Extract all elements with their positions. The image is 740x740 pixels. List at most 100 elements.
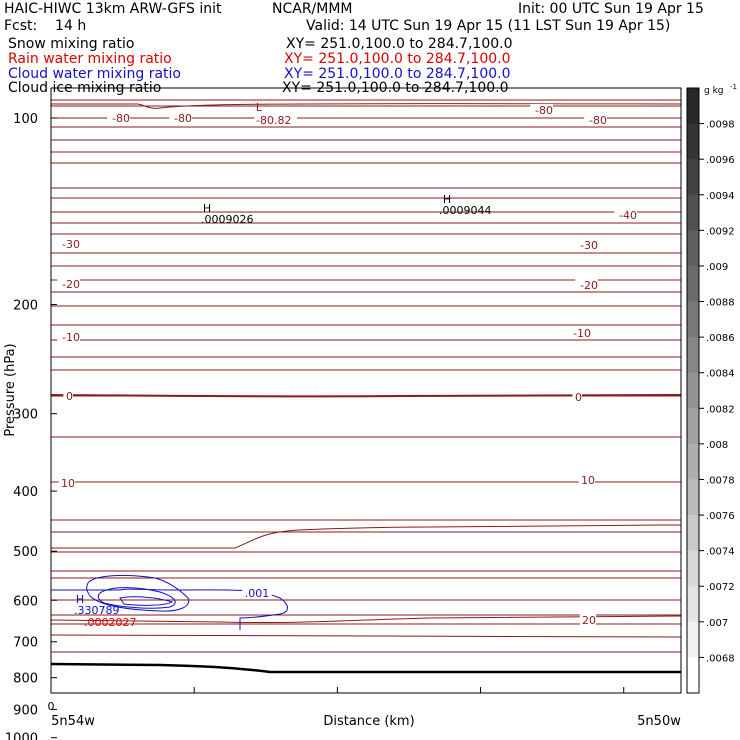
colorbar-segment bbox=[687, 443, 699, 480]
colorbar-tick-label: .0072 bbox=[706, 582, 735, 593]
temperature-contour-label-bg bbox=[57, 278, 80, 290]
colorbar-segment bbox=[687, 159, 699, 196]
colorbar-tick-label: .0092 bbox=[706, 226, 735, 237]
colorbar-tick-label: .0076 bbox=[706, 511, 735, 522]
y-axis-tick-label: 500 bbox=[13, 545, 38, 560]
extremum-high-marker: H bbox=[203, 202, 211, 215]
colorbar-tick-label: .0088 bbox=[706, 298, 735, 309]
temperature-contour-label: -30 bbox=[580, 239, 598, 252]
colorbar-tick-label: .0096 bbox=[706, 155, 735, 166]
temperature-contour-line bbox=[51, 524, 682, 549]
cloud-water-contour bbox=[86, 574, 190, 612]
temperature-contour-label-bg bbox=[530, 104, 553, 116]
colorbar-frame bbox=[686, 87, 700, 694]
temperature-contour-label: -20 bbox=[62, 278, 80, 291]
colorbar-segment bbox=[687, 479, 699, 516]
colorbar-segment bbox=[687, 550, 699, 587]
extremum-cloud-water-value: .330789 bbox=[74, 604, 120, 617]
legend-rain-xy: XY= 251.0,100.0 to 284.7,100.0 bbox=[284, 51, 511, 67]
org-label: NCAR/MMM bbox=[272, 1, 353, 17]
temperature-contour-label: -20 bbox=[580, 279, 598, 292]
temperature-contour-label-bg bbox=[57, 331, 80, 343]
colorbar-segment bbox=[687, 621, 699, 658]
cloud-water-contour bbox=[119, 596, 174, 606]
colorbar-tick-label: .0098 bbox=[706, 120, 735, 131]
temperature-contour-label-bg bbox=[58, 477, 75, 489]
temperature-contour-label-bg bbox=[578, 474, 595, 486]
temperature-contour-label: -80 bbox=[535, 104, 553, 117]
temperature-contour-label: 0 bbox=[66, 390, 73, 403]
legend-snow-xy: XY= 251.0,100.0 to 284.7,100.0 bbox=[286, 36, 513, 52]
temperature-contour-label-bg bbox=[107, 112, 130, 124]
colorbar-segment bbox=[687, 230, 699, 267]
colorbar-tick-label: .0086 bbox=[706, 333, 735, 344]
colorbar-tick-label: .0084 bbox=[706, 369, 735, 380]
temperature-contour-label: 10 bbox=[581, 474, 595, 487]
colorbar-segment bbox=[687, 372, 699, 409]
colorbar-segment bbox=[687, 515, 699, 552]
cloud-water-contour-label: .001 bbox=[245, 587, 270, 600]
y-axis-tick-label: 800 bbox=[13, 672, 38, 687]
extremum-low-value: -80.82 bbox=[256, 114, 291, 127]
colorbar-tick-label: .0082 bbox=[706, 404, 735, 415]
colorbar-segment bbox=[687, 337, 699, 374]
temperature-contour-label: -10 bbox=[573, 327, 591, 340]
legend-cloud-water-label: Cloud water mixing ratio bbox=[8, 66, 181, 82]
legend-snow-label: Snow mixing ratio bbox=[8, 36, 135, 52]
extremum-rain-value: .0002027 bbox=[84, 616, 137, 629]
y-axis-tick-label: 700 bbox=[13, 636, 38, 651]
temperature-contour-label-bg bbox=[169, 112, 192, 124]
y-axis-tick-label: 300 bbox=[13, 408, 38, 423]
temperature-contour-label: 20 bbox=[582, 614, 596, 627]
colorbar-segment bbox=[687, 194, 699, 231]
temperature-contour-line bbox=[51, 103, 682, 109]
temperature-contour-label-bg bbox=[579, 614, 596, 626]
extremum-low-value-bg bbox=[254, 114, 298, 126]
colorbar-tick-label: .009 bbox=[706, 262, 728, 273]
forecast-hour: Fcst: 14 h bbox=[4, 18, 87, 34]
temperature-contour-label-bg bbox=[575, 279, 598, 291]
temperature-contour-label: -80 bbox=[112, 112, 130, 125]
extremum-cloud-water-high-marker: H bbox=[76, 593, 84, 606]
temperature-contour-label-bg bbox=[575, 239, 598, 251]
legend-rain-label: Rain water mixing ratio bbox=[8, 51, 172, 67]
colorbar-segment bbox=[687, 657, 699, 694]
colorbar-tick-label: .0074 bbox=[706, 547, 735, 558]
x-axis-start-label: 5n54w bbox=[51, 714, 95, 729]
colorbar-segment bbox=[687, 408, 699, 445]
y-axis-tick-label: 1000 bbox=[5, 732, 38, 740]
init-time: Init: 00 UTC Sun 19 Apr 15 bbox=[518, 1, 704, 17]
plot-frame bbox=[50, 87, 682, 694]
temperature-contour-label-bg bbox=[57, 238, 80, 250]
colorbar-tick-label: .0094 bbox=[706, 191, 735, 202]
y-axis-tick-label: 100 bbox=[13, 112, 38, 127]
temperature-contour-label: -80 bbox=[174, 112, 192, 125]
temperature-contour-label: -30 bbox=[62, 238, 80, 251]
legend-cloud-water-xy: XY= 251.0,100.0 to 284.7,100.0 bbox=[284, 66, 511, 82]
temperature-contour-label-bg bbox=[572, 391, 582, 403]
temperature-contour-line bbox=[50, 615, 682, 624]
temperature-contour-label: -80 bbox=[589, 114, 607, 127]
colorbar-tick-label: .008 bbox=[706, 440, 728, 451]
colorbar-tick-label: .0078 bbox=[706, 475, 735, 486]
terrain-surface-line bbox=[50, 662, 681, 674]
model-title: HAIC-HIWC 13km ARW-GFS init bbox=[4, 1, 222, 17]
temperature-contour-label: -40 bbox=[619, 209, 637, 222]
colorbar-segment bbox=[687, 88, 699, 125]
y-axis-tick-label: 600 bbox=[13, 594, 38, 609]
x-axis-title: Distance (km) bbox=[323, 714, 414, 729]
colorbar-segment bbox=[687, 265, 699, 303]
extremum-high-value: .0009026 bbox=[201, 213, 254, 226]
temperature-contour-label: -10 bbox=[62, 331, 80, 344]
valid-time: Valid: 14 UTC Sun 19 Apr 15 (11 LST Sun … bbox=[306, 18, 671, 34]
y-axis-tick-label: 200 bbox=[13, 299, 38, 314]
extremum-high-marker: H bbox=[443, 193, 451, 206]
colorbar-segment bbox=[687, 123, 699, 160]
colorbar-unit-label: g kg bbox=[704, 86, 724, 96]
temperature-contour-label-bg bbox=[584, 114, 607, 126]
temperature-contour-line bbox=[50, 634, 682, 638]
temperature-contour-line bbox=[50, 394, 682, 398]
extremum-low-marker: L bbox=[256, 101, 263, 114]
colorbar-segment bbox=[687, 301, 699, 338]
colorbar-unit-power: -1 bbox=[730, 83, 737, 91]
